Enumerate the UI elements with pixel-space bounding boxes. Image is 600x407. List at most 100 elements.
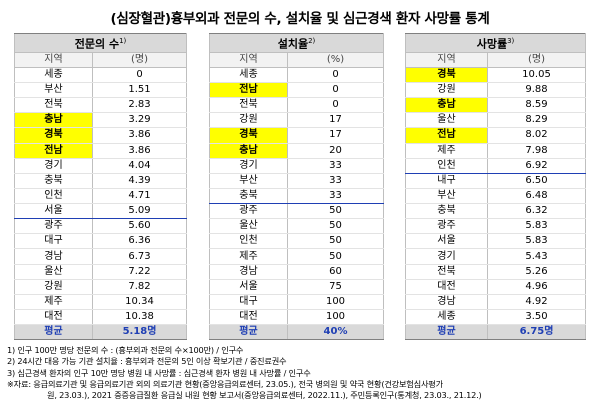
value-cell: 75 — [287, 279, 384, 295]
value-cell: 100 — [287, 294, 384, 311]
value-cell: 0 — [287, 82, 384, 99]
region-cell: 세종 — [209, 67, 288, 83]
table-row: 경기 5.43 — [405, 248, 586, 265]
value-cell: 5.83 — [487, 218, 586, 235]
footnotes: 1) 인구 100만 명당 전문의 수 : (흉부외과 전문의 수×100만) … — [7, 345, 597, 401]
value-cell: 0 — [287, 67, 384, 83]
table-row: 서울 5.83 — [405, 233, 586, 250]
table-row: 경북 17 — [209, 127, 384, 144]
average-value: 6.75명 — [487, 324, 586, 341]
table-row: 충남 8.59 — [405, 97, 586, 114]
table-row: 경남 60 — [209, 264, 384, 280]
value-cell: 6.36 — [92, 233, 187, 250]
table-row: 경기 33 — [209, 158, 384, 174]
value-cell: 33 — [287, 158, 384, 174]
footnote: 3) 심근경색 환자의 인구 10만 명당 병원 내 사망률 : 심근경색 환자… — [7, 367, 311, 378]
value-cell: 2.83 — [92, 97, 187, 114]
region-cell: 전남 — [209, 82, 288, 99]
value-cell: 7.82 — [92, 279, 187, 295]
page-title: (심장혈관)흉부외과 전문의 수, 설치율 및 심근경색 환자 사망률 통계 — [110, 11, 490, 27]
region-cell: 내구 — [405, 173, 488, 189]
region-cell: 대구 — [14, 233, 93, 250]
table-row: 강원 7.82 — [14, 279, 187, 295]
region-cell: 충북 — [405, 203, 488, 220]
value-cell: 5.09 — [92, 203, 187, 220]
column-header-region: 지역 — [405, 52, 488, 68]
table-row: 대전 10.38 — [14, 309, 187, 326]
value-cell: 10.34 — [92, 294, 187, 311]
region-cell: 제주 — [405, 143, 488, 159]
region-cell: 세종 — [14, 67, 93, 83]
value-cell: 4.96 — [487, 279, 586, 295]
value-cell: 3.29 — [92, 112, 187, 129]
value-cell: 60 — [287, 264, 384, 280]
value-cell: 8.02 — [487, 127, 586, 144]
region-cell: 광주 — [14, 218, 93, 235]
region-cell: 경기 — [14, 158, 93, 174]
table-row: 전남 3.86 — [14, 143, 187, 159]
value-cell: 5.83 — [487, 233, 586, 250]
value-cell: 8.59 — [487, 97, 586, 114]
region-cell: 충남 — [209, 143, 288, 159]
region-cell: 충남 — [14, 112, 93, 129]
value-cell: 7.98 — [487, 143, 586, 159]
region-cell: 서울 — [14, 203, 93, 220]
value-cell: 6.73 — [92, 248, 187, 265]
table-row: 제주 10.34 — [14, 294, 187, 311]
value-cell: 20 — [287, 143, 384, 159]
table-row: 강원 9.88 — [405, 82, 586, 99]
region-cell: 광주 — [405, 218, 488, 235]
value-cell: 6.50 — [487, 173, 586, 189]
value-cell: 0 — [287, 97, 384, 114]
table-row: 경남 4.92 — [405, 294, 586, 311]
region-cell: 강원 — [209, 112, 288, 129]
region-cell: 전북 — [14, 97, 93, 114]
region-cell: 세종 — [405, 309, 488, 326]
value-cell: 1.51 — [92, 82, 187, 99]
table-row: 제주 50 — [209, 248, 384, 265]
average-label: 평균 — [14, 324, 93, 341]
table-row: 부산 6.48 — [405, 188, 586, 205]
value-cell: 5.43 — [487, 248, 586, 265]
installation-rate-table: 설치율2) 지역 (%) 세종 0 전남 0 전북 0 강원 17 경북 17 충남 20 경기 33 부산… — [209, 33, 384, 341]
table-row: 울산 7.22 — [14, 264, 187, 280]
table-row: 충남 20 — [209, 143, 384, 159]
region-cell: 대구 — [209, 294, 288, 311]
table-row: 경북 3.86 — [14, 127, 187, 144]
table-row: 울산 50 — [209, 218, 384, 235]
value-cell: 9.88 — [487, 82, 586, 99]
region-cell: 울산 — [209, 218, 288, 235]
region-cell: 충북 — [14, 173, 93, 189]
value-cell: 4.71 — [92, 188, 187, 205]
table-row: 충북 4.39 — [14, 173, 187, 189]
region-cell: 전남 — [14, 143, 93, 159]
table-row: 대구 6.36 — [14, 233, 187, 250]
table-row: 세종 0 — [209, 67, 384, 83]
table-row: 인천 4.71 — [14, 188, 187, 205]
value-cell: 5.26 — [487, 264, 586, 280]
region-cell: 강원 — [405, 82, 488, 99]
table-row: 대전 100 — [209, 309, 384, 326]
footnote: 1) 인구 100만 명당 전문의 수 : (흉부외과 전문의 수×100만) … — [7, 345, 244, 355]
region-cell: 경북 — [209, 127, 288, 144]
table-row: 광주 5.60 — [14, 218, 187, 235]
region-cell: 부산 — [14, 82, 93, 99]
column-header-unit: (명) — [92, 52, 187, 68]
value-cell: 33 — [287, 173, 384, 189]
region-cell: 경북 — [405, 67, 488, 83]
table-row: 제주 7.98 — [405, 143, 586, 159]
value-cell: 4.04 — [92, 158, 187, 174]
value-cell: 17 — [287, 127, 384, 144]
value-cell: 5.60 — [92, 218, 187, 235]
average-label: 평균 — [405, 324, 488, 341]
average-value: 5.18명 — [92, 324, 187, 341]
table-row: 경북 10.05 — [405, 67, 586, 83]
region-cell: 제주 — [14, 294, 93, 311]
column-header-region: 지역 — [14, 52, 93, 68]
value-cell: 6.32 — [487, 203, 586, 220]
region-cell: 인천 — [14, 188, 93, 205]
source-note: 원, 23.03.), 2021 중증응급질환 응급실 내원 현황 보고서(중앙… — [47, 390, 482, 401]
region-cell: 경남 — [209, 264, 288, 280]
specialist-count-table: 전문의 수1) 지역 (명) 세종 0 부산 1.51 전북 2.83 충남 3.29 경북 3.… — [14, 33, 187, 341]
region-cell: 전북 — [209, 97, 288, 114]
